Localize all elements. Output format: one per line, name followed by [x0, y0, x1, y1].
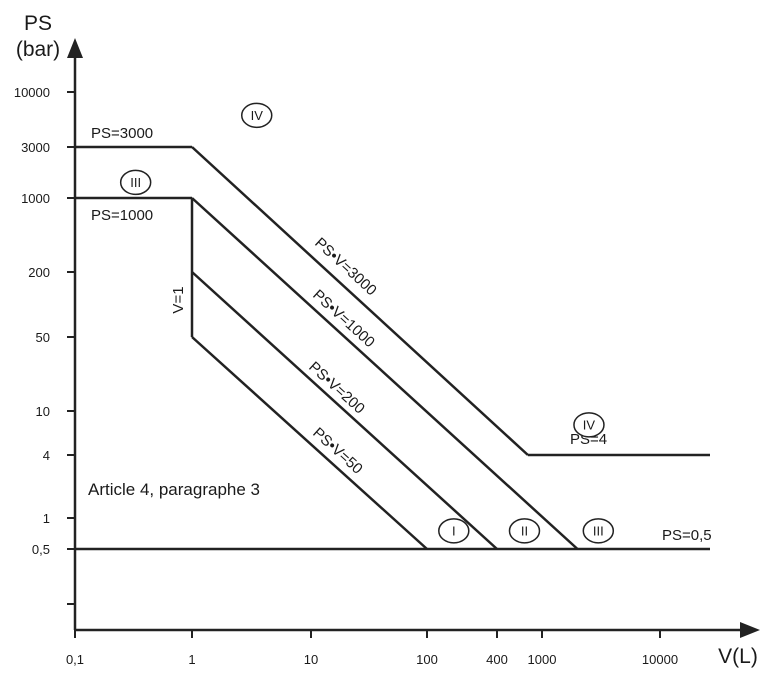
category-label: II: [521, 523, 528, 538]
category-marker-ii-4: II: [508, 518, 541, 544]
x-tick-label: 1: [188, 652, 195, 667]
y-tick-label: 3000: [21, 140, 50, 155]
category-circle: [240, 102, 273, 129]
y-tick-label: 50: [36, 330, 50, 345]
category-marker-iv-2: IV: [573, 412, 605, 438]
x-tick-label: 100: [416, 652, 438, 667]
article-note: Article 4, paragraphe 3: [88, 480, 260, 499]
category-marker-i-3: I: [438, 518, 470, 544]
x-axis-title: V(L): [718, 645, 758, 668]
label-ps-3000: PS=3000: [91, 125, 153, 142]
x-tick-label: 0,1: [66, 652, 84, 667]
label-ps-1000: PS=1000: [91, 207, 153, 224]
y-axis-arrow: [67, 38, 83, 58]
category-label: III: [130, 175, 141, 190]
series-psv-200: [191, 271, 498, 550]
x-tick-label: 400: [486, 652, 508, 667]
y-axis-title-line2: (bar): [16, 38, 60, 61]
x-tick-label: 10: [304, 652, 318, 667]
x-axis-arrow: [740, 622, 760, 638]
y-tick-label: 10000: [14, 85, 50, 100]
series-psv-3000: [191, 146, 529, 456]
category-circle: [438, 518, 470, 544]
category-circle: [573, 412, 605, 438]
y-tick-label: 1000: [21, 191, 50, 206]
y-tick-label: 200: [28, 265, 50, 280]
category-marker-iii-5: III: [582, 518, 615, 544]
category-marker-iv-0: IV: [240, 102, 273, 129]
category-marker-iii-1: III: [119, 169, 152, 196]
ticks: 0,1 1 10 100 400 1000 10000 0,5 1 4 10 50 200 1000 300…: [14, 85, 678, 667]
y-axis-title-line1: PS: [24, 12, 52, 35]
label-psv-200: PS•V=200: [305, 358, 368, 417]
y-tick-label: 4: [43, 448, 50, 463]
x-tick-label: 10000: [642, 652, 678, 667]
category-label: IV: [583, 417, 596, 432]
category-circle: [582, 518, 615, 544]
series-group: [75, 145, 710, 551]
y-tick-label: 10: [36, 404, 50, 419]
label-v-1: V=1: [170, 286, 187, 313]
category-circle: [119, 169, 152, 196]
category-label: IV: [251, 108, 264, 123]
series-psv-1000: [191, 197, 579, 550]
y-tick-label: 1: [43, 511, 50, 526]
category-label: III: [593, 523, 604, 538]
x-tick-label: 1000: [528, 652, 557, 667]
labels-group: PS=3000PS=1000V=1PS•V=3000PS•V=1000PS•V=…: [91, 102, 712, 544]
label-ps-0-5: PS=0,5: [662, 527, 712, 544]
category-label: I: [452, 523, 456, 538]
category-circle: [508, 518, 541, 544]
y-tick-label: 0,5: [32, 542, 50, 557]
axes: PS (bar) V(L): [16, 12, 760, 668]
series-psv-50: [191, 336, 428, 550]
